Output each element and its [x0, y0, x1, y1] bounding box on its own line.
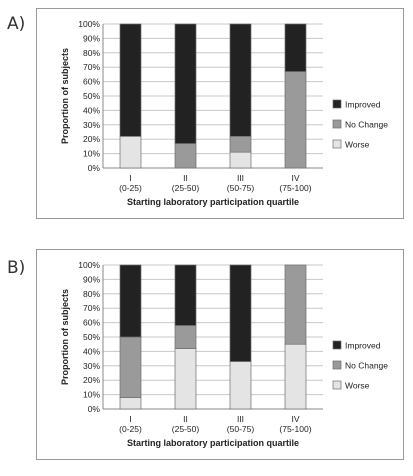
panel-label-b: B) — [7, 258, 26, 278]
chart-b-xtick-label: III — [237, 414, 244, 424]
chart-a-ytick-label: 20% — [83, 134, 100, 144]
chart-a-ytick-label: 10% — [83, 149, 100, 159]
chart-a-ytick-label: 100% — [78, 19, 100, 29]
chart-a-bar-improved — [284, 23, 307, 72]
chart-a-legend-swatch — [332, 99, 342, 109]
chart-b-legend-label: Improved — [345, 341, 381, 351]
chart-b-ytick-label: 90% — [83, 274, 100, 284]
chart-b-ytick-label: 20% — [83, 375, 100, 385]
chart-b-xlabel: Starting laboratory participation quarti… — [127, 438, 299, 448]
chart-a-ytick-label: 70% — [83, 62, 100, 72]
chart-b-xtick-range: (0-25) — [119, 424, 142, 434]
chart-b-ytick-label: 70% — [83, 303, 100, 313]
chart-a-bar-no-change — [284, 71, 307, 169]
chart-a-ytick-label: 40% — [83, 105, 100, 115]
chart-b-bar-improved — [174, 264, 197, 326]
chart-b-bar-no-change — [284, 264, 307, 345]
chart-b-ytick-label: 60% — [83, 318, 100, 328]
chart-b-legend-label: No Change — [345, 361, 388, 371]
chart-a-legend-swatch — [332, 119, 342, 129]
chart-b-bar-no-change — [174, 325, 197, 349]
chart-b-ytick-label: 50% — [83, 332, 100, 342]
panel-label-a: A) — [7, 14, 26, 34]
chart-b-ytick-label: 80% — [83, 289, 100, 299]
chart-a-bar-worse — [229, 151, 252, 169]
chart-b-legend-swatch — [332, 380, 342, 390]
chart-b-bar-worse — [119, 397, 142, 410]
chart-a-ytick-label: 90% — [83, 33, 100, 43]
chart-b-ytick-label: 10% — [83, 390, 100, 400]
chart-a-bar-improved — [119, 23, 142, 137]
chart-b-bar-worse — [174, 348, 197, 410]
chart-a-xtick-range: (50-75) — [227, 183, 255, 193]
chart-a-ylabel: Proportion of subjects — [60, 48, 70, 144]
chart-a-xtick-label: I — [129, 173, 131, 183]
chart-a: 0% 10% 20% 30% 40% 50% 60% 70% 80% 90% 100% I (0-25)… — [36, 8, 404, 219]
chart-b-ylabel: Proportion of subjects — [60, 289, 70, 385]
chart-b-xtick-range: (75-100) — [279, 424, 311, 434]
chart-a-xtick-label: IV — [291, 173, 299, 183]
chart-a-xlabel: Starting laboratory participation quarti… — [127, 197, 299, 207]
chart-a-xtick-range: (25-50) — [172, 183, 200, 193]
chart-a-xtick-label: II — [183, 173, 188, 183]
chart-a-legend-label: No Change — [345, 120, 388, 130]
chart-b-xtick-label: IV — [291, 414, 299, 424]
chart-b-xtick-range: (50-75) — [227, 424, 255, 434]
chart-b-ytick-label: 30% — [83, 361, 100, 371]
chart-b-bar-no-change — [119, 336, 142, 398]
chart-b-xtick-range: (25-50) — [172, 424, 200, 434]
chart-a-legend-label: Worse — [345, 140, 370, 150]
chart-a-ytick-label: 60% — [83, 77, 100, 87]
chart-b-ytick-label: 0% — [88, 404, 101, 414]
chart-b-bar-worse — [284, 343, 307, 410]
chart-a-bar-no-change — [229, 135, 252, 153]
chart-a-bar-no-change — [174, 143, 197, 169]
chart-b-legend-label: Worse — [345, 381, 370, 391]
chart-a-svg: 0% 10% 20% 30% 40% 50% 60% 70% 80% 90% 100% I(0-25)… — [60, 19, 388, 207]
chart-b: 0% 10% 20% 30% 40% 50% 60% 70% 80% 90% 100% I (0-25)… — [36, 249, 404, 460]
chart-b-legend-swatch — [332, 360, 342, 370]
chart-a-bar-improved — [229, 23, 252, 137]
chart-a-ytick-label: 80% — [83, 48, 100, 58]
chart-b-ytick-label: 100% — [78, 260, 100, 270]
chart-a-xtick-range: (0-25) — [119, 183, 142, 193]
chart-b-bar-improved — [229, 264, 252, 362]
chart-a-bar-improved — [174, 23, 197, 144]
chart-a-xtick-range: (75-100) — [279, 183, 311, 193]
chart-b-legend-swatch — [332, 340, 342, 350]
chart-b-xtick-label: II — [183, 414, 188, 424]
chart-a-xtick-label: III — [237, 173, 244, 183]
chart-a-legend-label: Improved — [345, 100, 381, 110]
chart-b-xtick-label: I — [129, 414, 131, 424]
chart-b-bar-worse — [229, 361, 252, 410]
chart-b-ytick-label: 40% — [83, 346, 100, 356]
chart-a-legend-swatch — [332, 139, 342, 149]
chart-a-ytick-label: 50% — [83, 91, 100, 101]
chart-a-ytick-label: 0% — [88, 163, 101, 173]
chart-a-bar-worse — [119, 135, 142, 169]
chart-a-ytick-label: 30% — [83, 120, 100, 130]
chart-b-svg: 0% 10% 20% 30% 40% 50% 60% 70% 80% 90% 100% I(0-25)… — [60, 260, 388, 448]
chart-b-bar-improved — [119, 264, 142, 338]
